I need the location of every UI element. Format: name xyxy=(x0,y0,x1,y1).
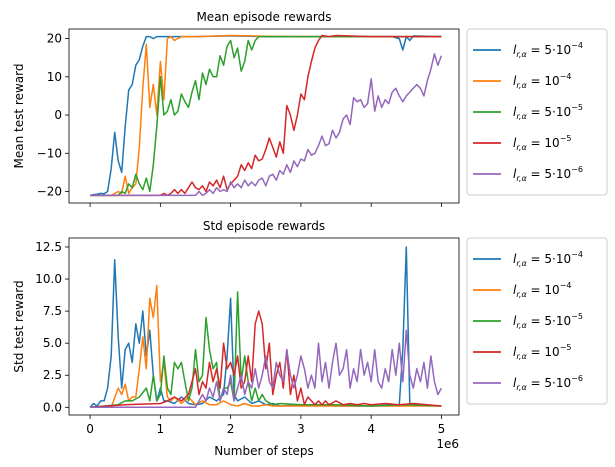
axes-frame xyxy=(68,28,460,204)
y-tick-label: 20 xyxy=(47,32,62,46)
subplot-title: Std episode rewards xyxy=(203,219,325,233)
series-line-3 xyxy=(90,35,442,197)
legend: lr,α = 5·10−4 lr,α = 10−4 lr,α = 5·10−5 lr,… xyxy=(466,237,608,405)
y-tick-label: 2.5 xyxy=(43,368,62,382)
y-axis-label: Mean test reward xyxy=(12,64,26,169)
series-line-4 xyxy=(90,34,442,197)
x-offset-label: 1e6 xyxy=(436,437,459,451)
legend-label-1: lr,α = 5·10−4 xyxy=(513,41,583,59)
x-tick-label: 0 xyxy=(86,422,94,436)
y-tick-label: 0.0 xyxy=(43,400,62,414)
series-line-3 xyxy=(90,291,442,409)
legend-label-4: lr,α = 10−5 xyxy=(513,343,571,361)
legend-label-1: lr,α = 5·10−4 xyxy=(513,250,583,268)
legend-label-4: lr,α = 10−5 xyxy=(513,134,571,152)
series-line-1 xyxy=(89,35,442,197)
subplot-mean: −20 −10 0 10 20 Mean episode rewards Mean test… xyxy=(12,10,608,207)
x-tick-label: 3 xyxy=(297,422,305,436)
y-tick-label: −20 xyxy=(37,185,62,199)
y-tick-label: 10.0 xyxy=(35,272,62,286)
y-tick-label: 0 xyxy=(54,108,62,122)
x-tick-label: 2 xyxy=(227,422,235,436)
legend-label-5: lr,α = 5·10−6 xyxy=(513,165,583,183)
subplot-title: Mean episode rewards xyxy=(196,10,331,24)
legend-label-2: lr,α = 10−4 xyxy=(513,281,571,299)
x-axis-label: Number of steps xyxy=(214,444,314,458)
y-tick-label: 5.0 xyxy=(43,336,62,350)
y-tick-label: 12.5 xyxy=(35,240,62,254)
legend-box xyxy=(466,237,608,405)
series-line-5 xyxy=(90,329,443,409)
legend-label-5: lr,α = 5·10−6 xyxy=(513,374,583,392)
y-axis-label: Std test reward xyxy=(12,280,26,372)
y-tick-label: 10 xyxy=(47,70,62,84)
series-line-2 xyxy=(90,284,442,409)
legend-box xyxy=(466,28,608,196)
legend-label-2: lr,α = 10−4 xyxy=(513,72,571,90)
y-tick-label: −10 xyxy=(37,146,62,160)
legend-label-3: lr,α = 5·10−5 xyxy=(513,312,583,330)
y-tick-label: 7.5 xyxy=(43,304,62,318)
series-line-5 xyxy=(90,53,443,197)
subplot-std: 0 1 2 3 4 5 0.0 2.5 5.0 7.5 10.0 12.5 Std episode re… xyxy=(12,219,608,458)
series-line-4 xyxy=(90,310,442,409)
legend: lr,α = 5·10−4 lr,α = 10−4 lr,α = 5·10−5 lr,… xyxy=(466,28,608,196)
series-line-1 xyxy=(89,246,442,408)
series-line-2 xyxy=(90,34,442,197)
x-tick-label: 1 xyxy=(157,422,165,436)
x-tick-label: 4 xyxy=(367,422,375,436)
x-tick-label: 5 xyxy=(438,422,446,436)
axes-frame xyxy=(68,237,460,416)
legend-label-3: lr,α = 5·10−5 xyxy=(513,103,583,121)
